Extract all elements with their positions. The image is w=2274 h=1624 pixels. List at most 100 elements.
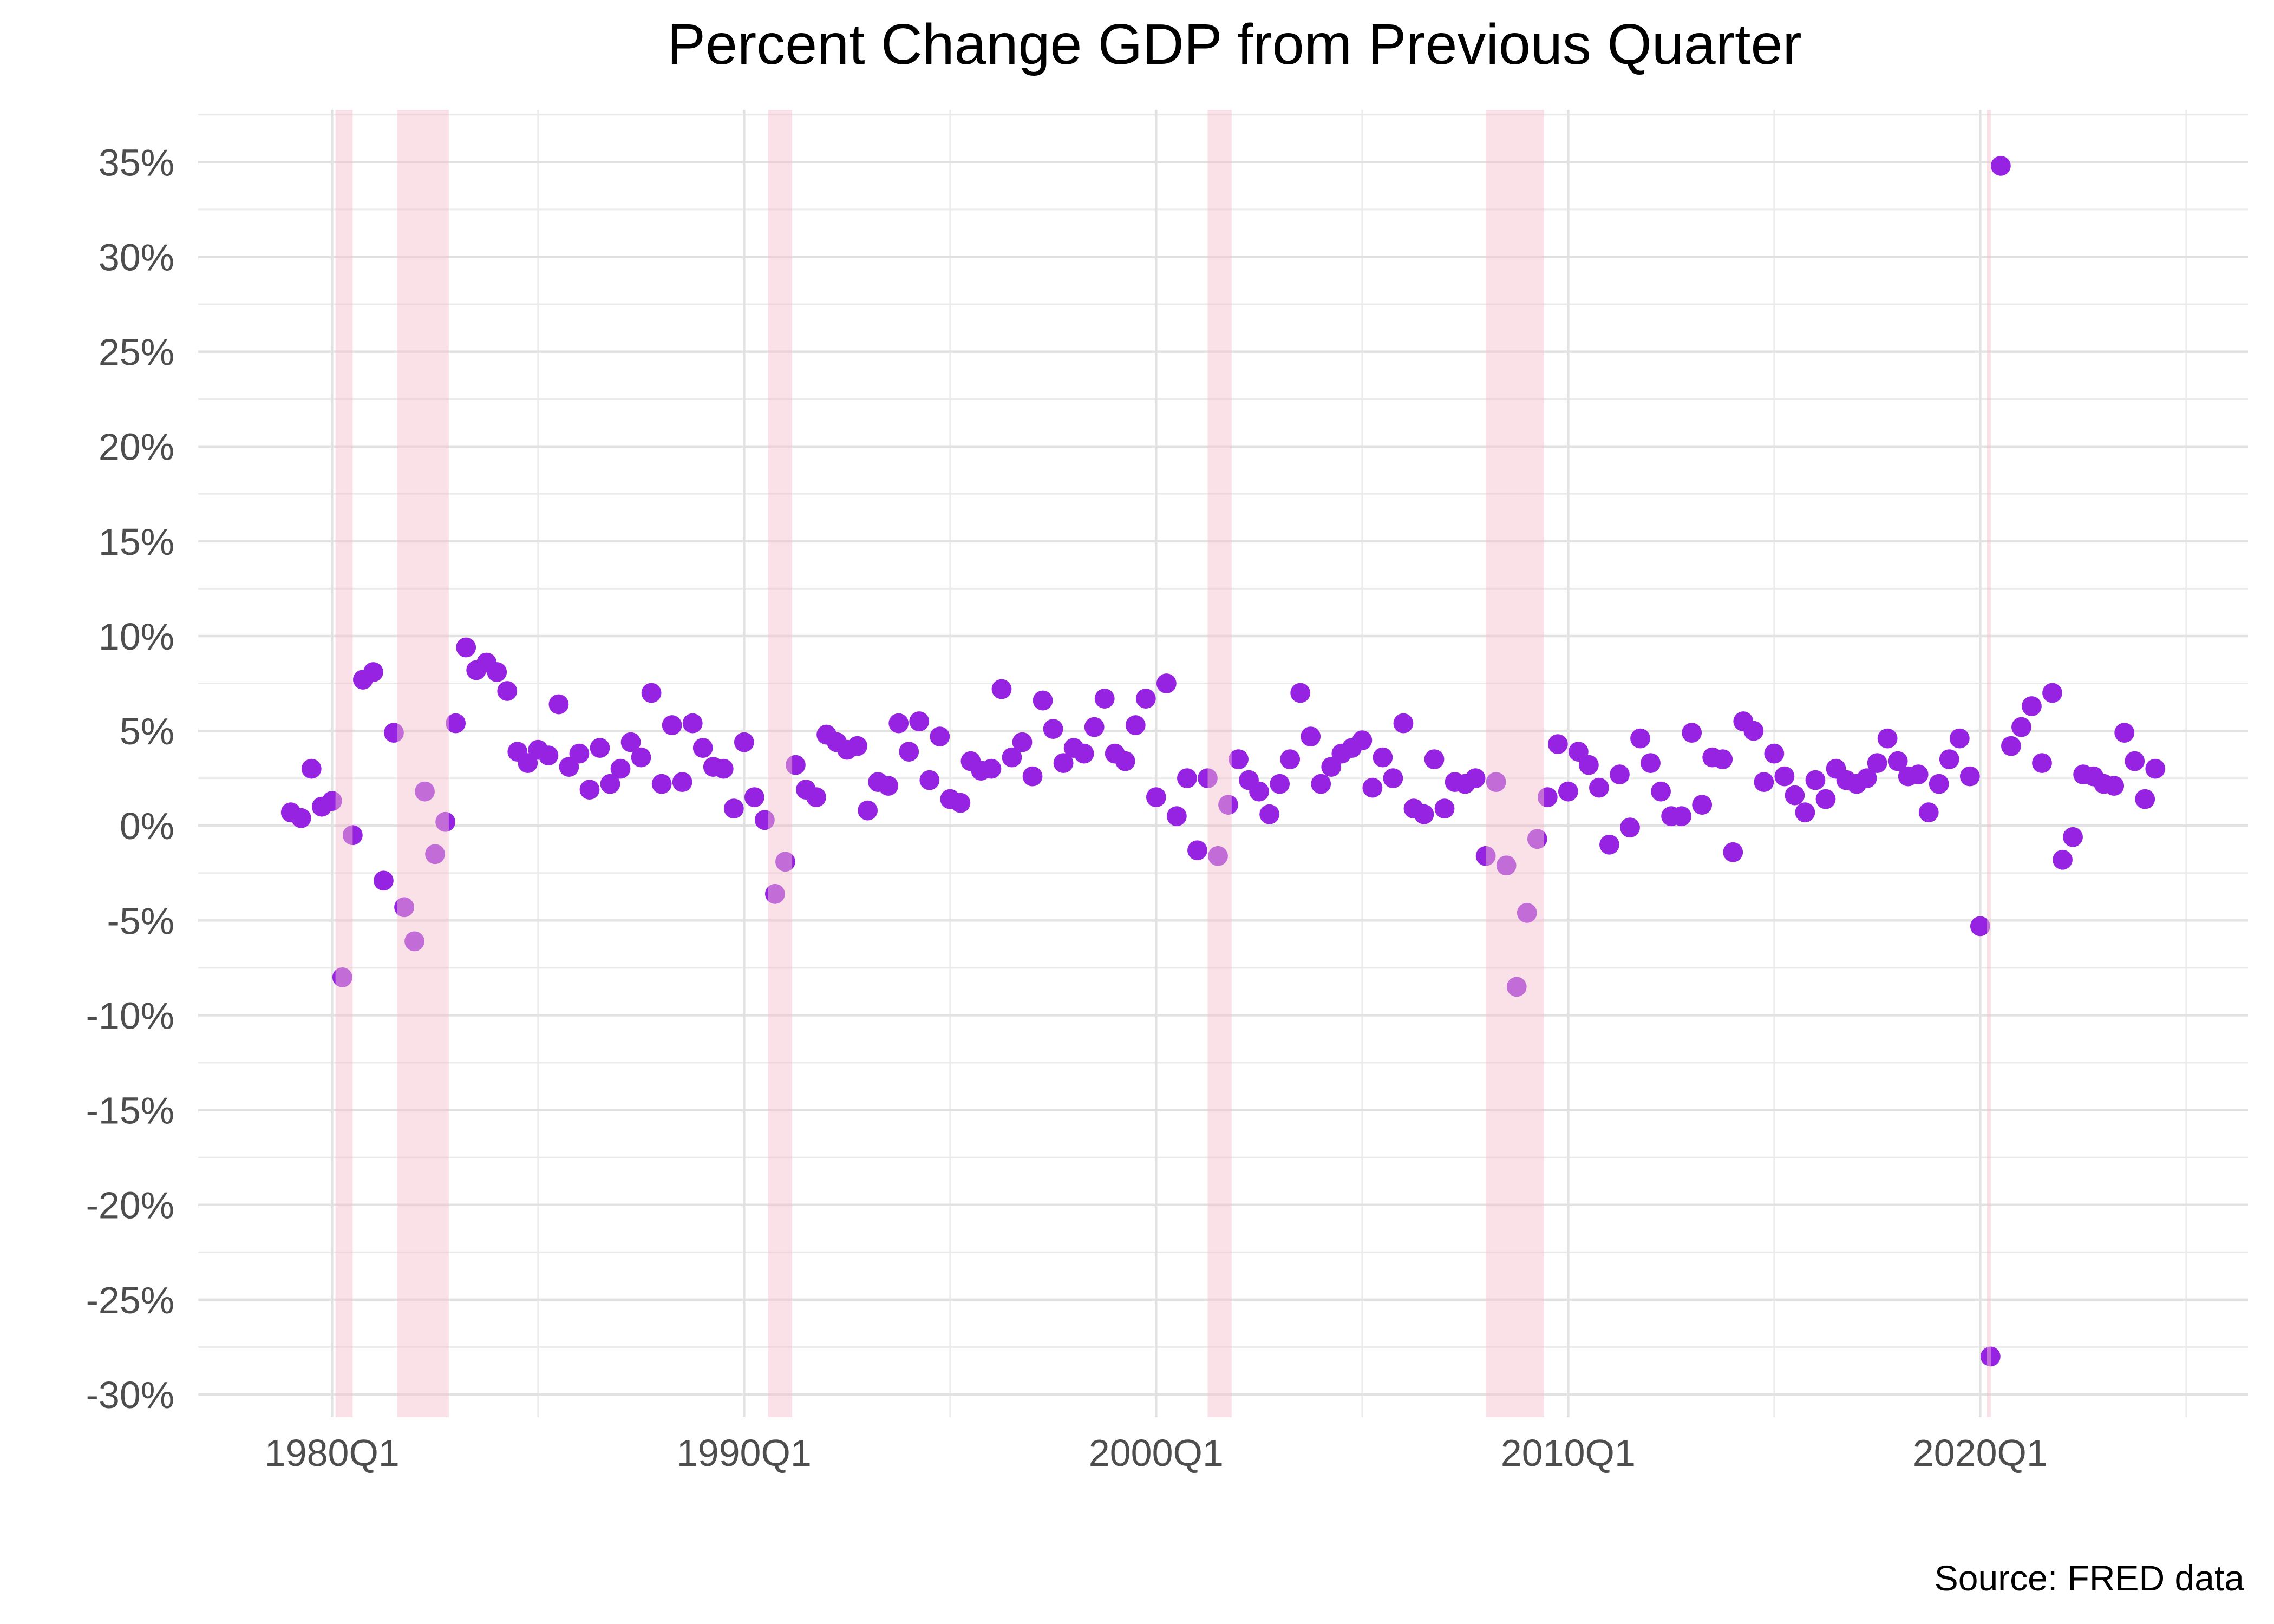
data-point [1198,768,1218,789]
x-axis-tick-labels: 1980Q1 1990Q1 2000Q1 2010Q1 2020Q1 [265,1432,2048,1474]
data-point [322,791,342,811]
data-point [1270,774,1290,794]
data-point [1589,777,1609,798]
data-point [641,683,662,703]
recession-band [1987,110,1991,1417]
y-axis-tick-label: -5% [107,900,174,942]
data-point [909,711,930,731]
recession-band [768,110,793,1417]
data-point [1692,795,1713,815]
data-point [662,715,682,735]
data-point [1527,829,1547,849]
data-point [1918,802,1939,823]
data-point [1908,764,1929,785]
y-axis-tick-label: 30% [99,236,174,278]
data-point [394,897,414,918]
data-point [1475,846,1496,866]
data-point [1074,743,1094,764]
data-point [1146,787,1166,808]
data-point [1094,689,1115,709]
data-point [806,787,826,808]
y-axis-tick-label: 10% [99,615,174,658]
data-point [1610,764,1630,785]
data-point [1166,806,1187,827]
data-point [1506,977,1527,997]
data-point [878,776,899,796]
data-point [672,772,692,793]
data-point [1486,772,1506,793]
data-point [899,742,919,762]
data-point [1939,749,1959,770]
data-point [1177,768,1197,789]
data-point [590,738,610,758]
data-point [1301,726,1321,746]
data-point [487,662,507,682]
data-point [2042,683,2062,703]
data-point [1795,802,1815,823]
data-point [2135,789,2155,809]
data-point [1053,753,1074,774]
data-point [538,745,559,766]
recession-band [335,110,353,1417]
data-point [600,774,620,794]
data-point [765,883,785,904]
data-point [1641,753,1661,774]
data-point [1259,804,1280,824]
data-point [786,755,806,775]
data-point [497,681,518,701]
y-axis-tick-labels: 35% 30% 25% 20% 15% 10% 5% 0% -5% -10% -15% -20% -25… [86,141,174,1416]
data-point [1723,842,1743,862]
data-point [734,732,754,752]
data-point [1187,840,1207,861]
data-point [1208,846,1228,866]
data-point [363,662,383,682]
data-point [1578,755,1599,775]
y-axis-tick-label: 35% [99,141,174,184]
y-axis-tick-label: -30% [86,1374,174,1416]
data-point [620,732,641,752]
data-point [2063,827,2083,847]
data-point [1949,728,1970,749]
data-point [888,713,909,734]
data-point [1033,690,1053,711]
data-point [1867,753,1887,774]
data-point [291,808,311,828]
data-point [610,758,631,779]
data-point [2145,758,2166,779]
data-point [991,679,1012,699]
data-point [548,694,569,715]
data-point [1115,751,1135,771]
data-point [1713,749,1733,770]
data-point [713,758,734,779]
data-point [1980,1346,2001,1367]
recession-bands-layer [335,110,1991,1417]
data-point [1929,774,1949,794]
data-point [446,713,466,734]
data-point [1414,804,1434,824]
y-axis-tick-label: -10% [86,994,174,1037]
data-point [744,787,764,808]
y-axis-tick-label: 25% [99,331,174,374]
data-point [692,738,713,758]
data-point [1517,902,1537,923]
x-axis-tick-label: 2010Q1 [1501,1432,1636,1474]
recession-band [1486,110,1544,1417]
data-point [1805,770,1826,790]
data-point [1651,781,1671,802]
data-point [2032,753,2052,774]
data-point [1218,795,1238,815]
data-point [1393,713,1414,734]
data-point [415,781,435,802]
y-axis-tick-label: 20% [99,426,174,468]
data-point [301,758,322,779]
x-axis-tick-label: 2020Q1 [1913,1432,2048,1474]
data-point [950,793,971,813]
data-point [404,931,424,952]
data-point [1815,789,1836,809]
data-point [1229,749,1249,770]
data-point [579,780,600,800]
data-point [858,800,878,821]
y-axis-tick-label: -20% [86,1184,174,1227]
data-point [1547,734,1568,754]
